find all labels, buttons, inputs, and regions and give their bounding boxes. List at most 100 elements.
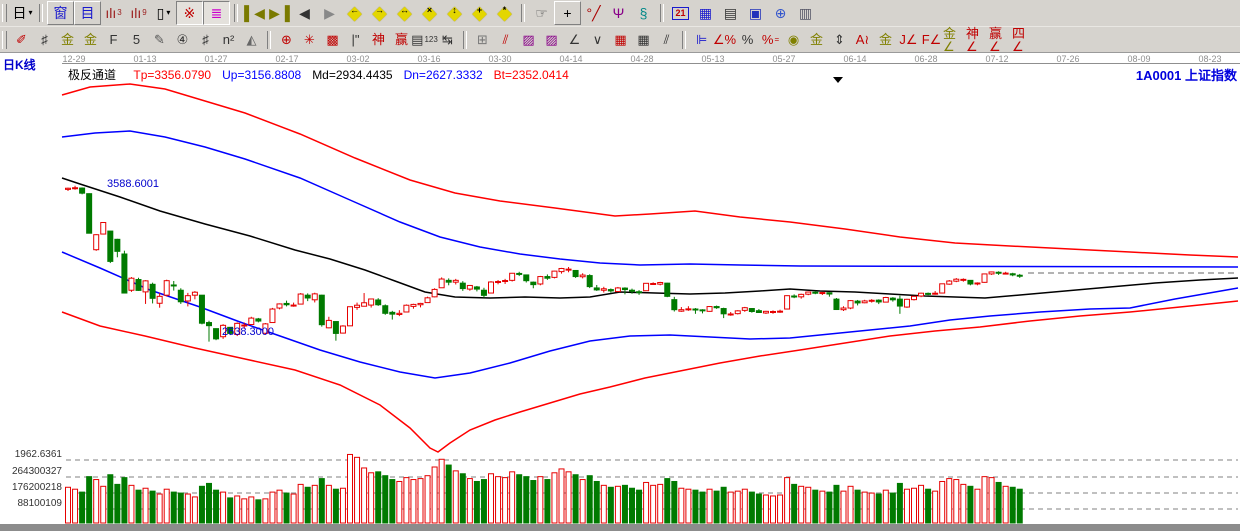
five-grid-icon[interactable]: 5 <box>132 32 141 47</box>
toolbar-separator <box>267 30 271 49</box>
date-tick-label: 04-28 <box>630 54 654 64</box>
volume-scale-label: 264300327 <box>11 466 62 477</box>
ying-grid-icon[interactable]: 赢 <box>394 32 408 47</box>
first-bar-icon[interactable]: ▌◀ <box>244 5 265 21</box>
gold-underline-icon[interactable]: 金 <box>809 32 823 47</box>
dotted-square-icon[interactable]: ▩ <box>326 32 339 47</box>
mini-chart-9-icon[interactable]: ılı 9 <box>130 5 147 21</box>
indicator-window-icon[interactable]: 窗 <box>47 1 74 25</box>
hash-grid-icon[interactable]: ♯ <box>202 32 209 47</box>
fan-lines-icon[interactable]: ⫽ <box>502 32 509 47</box>
save-icon[interactable]: ▣ <box>748 5 763 21</box>
grid-ruler-icon[interactable]: ♯ <box>41 32 48 47</box>
a-wave-icon[interactable]: A≀ <box>855 32 870 47</box>
pen-draw-icon[interactable]: ✐ <box>16 32 27 47</box>
pen-grid-icon[interactable]: ✎ <box>154 32 165 47</box>
print-icon[interactable]: ▥ <box>798 5 813 21</box>
fan-box-icon[interactable]: ▨ <box>522 32 535 47</box>
date-tick-label: 03-16 <box>417 54 441 64</box>
percent-underline-icon[interactable]: % = <box>761 32 780 47</box>
k-quote-icon[interactable]: |" <box>351 32 360 47</box>
date-tick-label: 05-27 <box>772 54 796 64</box>
width-measure-icon[interactable]: ↹ <box>442 32 453 47</box>
toolbar-grip[interactable] <box>2 4 7 22</box>
low-price-annotation: 2638.3000 <box>222 326 274 338</box>
f-angle-icon[interactable]: F∠ <box>921 32 942 47</box>
indicator-value: Md=2934.4435 <box>312 68 393 82</box>
toolbar-grip[interactable] <box>2 30 7 49</box>
period-selector-day[interactable]: 日 ▾ <box>12 5 33 21</box>
shen-angle-icon[interactable]: 神∠ <box>966 25 980 54</box>
date-tick-label: 06-14 <box>843 54 867 64</box>
date-tick-label: 07-12 <box>985 54 1009 64</box>
si-angle-icon[interactable]: 四∠ <box>1012 25 1026 54</box>
last-bar-icon[interactable]: ▶▐ <box>269 5 290 21</box>
next-bar-icon[interactable]: ▶ <box>324 5 335 21</box>
zoom-in-all-icon[interactable]: ◆ + <box>472 2 487 24</box>
hand-pan-icon[interactable]: ☞ <box>535 5 548 21</box>
gold-grid-icon[interactable]: 金 <box>60 32 74 47</box>
gann-tool-icon[interactable]: Ψ <box>612 5 625 21</box>
compress-chart-icon[interactable]: ◆ × <box>422 2 437 24</box>
script-tool-icon[interactable]: § <box>639 5 648 21</box>
gold-circle-icon[interactable]: ◉ <box>787 32 800 47</box>
expand-vertical-icon[interactable]: ◆ ↕ <box>447 2 462 24</box>
toolbar-separator <box>39 4 43 22</box>
ying-angle-icon[interactable]: 赢∠ <box>989 25 1003 54</box>
red-grid-box-icon[interactable]: ▦ <box>614 32 627 47</box>
gold2-underline-icon[interactable]: 金 <box>878 32 892 47</box>
volume-scale-label: 88100109 <box>17 498 63 509</box>
circle4-grid-icon[interactable]: ④ <box>176 32 189 47</box>
report-notes-icon[interactable]: ▤ <box>723 5 738 21</box>
symbol-label: 1A0001 上证指数 <box>1135 68 1237 83</box>
calendar-icon[interactable]: 21 <box>668 2 693 24</box>
volume-profile-icon[interactable]: ≣ <box>203 1 230 25</box>
indicator-name: 极反通道 <box>68 68 117 82</box>
gold-angle-icon[interactable]: 金∠ <box>943 25 957 54</box>
updown-pen-icon[interactable]: ⇕ <box>834 32 845 47</box>
measure-scale-icon[interactable]: ⊫ <box>695 32 708 47</box>
info-board-icon[interactable]: 目 <box>74 1 101 25</box>
candlestick-chart-canvas[interactable] <box>0 53 1240 531</box>
toolbar-separator <box>682 30 686 49</box>
ruler-triangle-icon[interactable]: ◭ <box>246 32 257 47</box>
zoom-out-all-icon[interactable]: ◆ * <box>497 2 512 24</box>
network-share-icon[interactable]: ⊕ <box>774 5 787 21</box>
date-tick-label: 07-26 <box>1056 54 1080 64</box>
prev-bar-icon[interactable]: ◀ <box>299 5 310 21</box>
toolbar-drawing: ✐ ♯ 金金 F 5 ✎ ④ ♯ n² ◭ ⊕ ✳ ▩ |" 神赢 ▤ 123 ↹ ⊞ ⫽ ▨ ▨ ∠ ∨ ▦ ▦ ⫽ ⊫ ∠%%% = ◉… <box>0 27 1240 53</box>
gold-grid2-icon[interactable]: 金 <box>83 32 97 47</box>
trendline-angle-icon[interactable]: °╱ <box>586 5 601 21</box>
n2-grid-icon[interactable]: n² <box>222 32 235 47</box>
date-tick-label: 02-17 <box>275 54 299 64</box>
target-circle-icon[interactable]: ⊕ <box>281 32 292 47</box>
number-ruler-icon[interactable]: ▤ 123 <box>411 32 438 47</box>
date-tick-label: 01-13 <box>133 54 157 64</box>
v-dotted-icon[interactable]: ∨ <box>592 32 603 47</box>
mini-chart-3-icon[interactable]: ılı 3 <box>105 5 122 21</box>
zoom-horizontal-icon[interactable]: ◆ ↔ <box>397 2 412 24</box>
chart-panel[interactable]: 12-29 01-13 01-27 02-17 03-02 03-16 03-30 04-14… <box>0 53 1240 531</box>
volume-scale-label: 176200218 <box>11 482 62 493</box>
starburst-icon[interactable]: ✳ <box>304 32 315 47</box>
calculator-icon[interactable]: ▦ <box>698 5 713 21</box>
percent-icon[interactable]: % <box>741 32 754 47</box>
grid-box-icon[interactable]: ▨ <box>545 32 558 47</box>
shen-grid-icon[interactable]: 神 <box>371 32 385 47</box>
indicator-header: 极反通道 Tp=3356.0790 Up=3156.8808 Md=2934.443… <box>68 66 580 83</box>
candle-style-icon[interactable]: ▯ ▾ <box>156 5 171 21</box>
angle-line-icon[interactable]: ∠ <box>568 32 581 47</box>
f-grid-icon[interactable]: F <box>109 32 118 47</box>
indicator-value: Dn=2627.3332 <box>403 68 483 82</box>
crosshair-icon[interactable]: + <box>554 1 581 25</box>
grid-box2-icon[interactable]: ▦ <box>637 32 650 47</box>
toolbar-separator <box>660 4 664 22</box>
triple-slash-icon[interactable]: ⫽ <box>663 32 670 47</box>
chip-distribution-icon[interactable]: ※ <box>176 1 203 25</box>
date-tick-label: 05-13 <box>701 54 725 64</box>
pan-right-icon[interactable]: ◆ → <box>372 2 387 24</box>
percent-line-icon[interactable]: ∠% <box>712 32 737 47</box>
box-tool-icon[interactable]: ⊞ <box>477 32 488 47</box>
j-angle-icon[interactable]: J∠ <box>899 32 918 47</box>
pan-left-icon[interactable]: ◆ ← <box>347 2 362 24</box>
